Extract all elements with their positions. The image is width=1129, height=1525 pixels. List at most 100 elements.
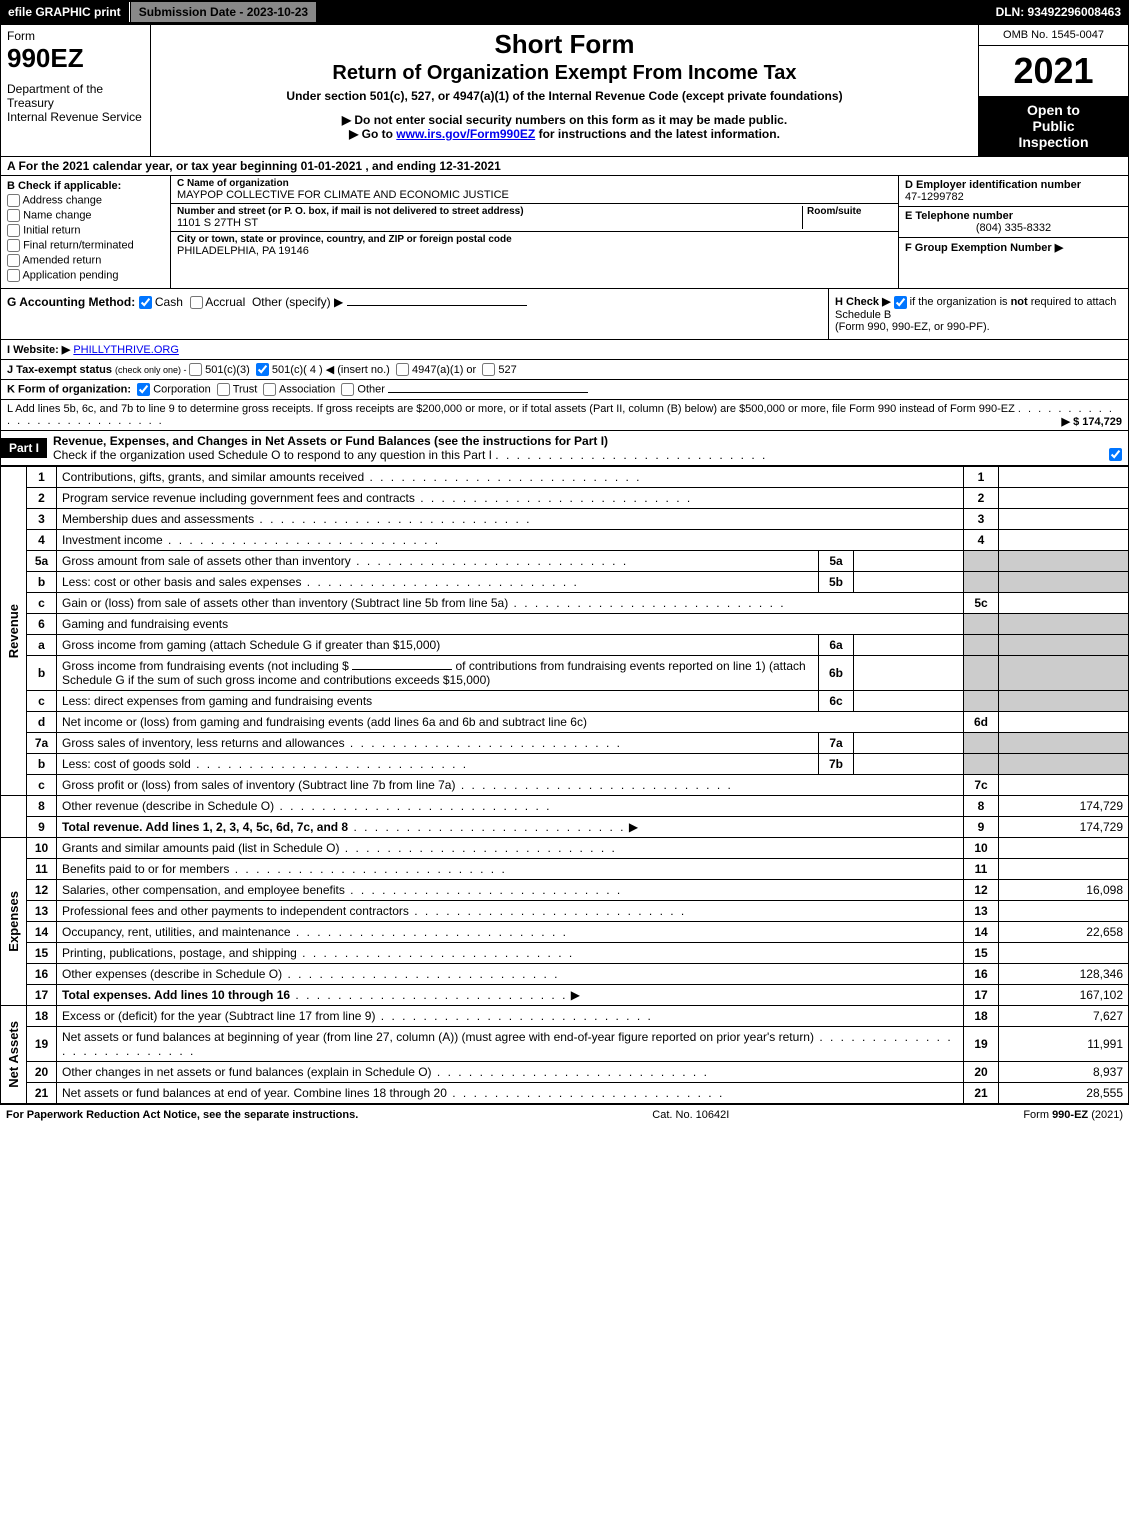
chk-pending[interactable]: Application pending — [7, 269, 164, 282]
val-16: 128,346 — [999, 964, 1129, 985]
dln: DLN: 93492296008463 — [988, 2, 1129, 22]
col-c-org-info: C Name of organization MAYPOP COLLECTIVE… — [171, 176, 898, 288]
chk-corp[interactable] — [137, 383, 150, 396]
row-i: I Website: ▶ PHILLYTHRIVE.ORG — [0, 340, 1129, 360]
chk-accrual[interactable] — [190, 296, 203, 309]
org-name: MAYPOP COLLECTIVE FOR CLIMATE AND ECONOM… — [177, 189, 892, 201]
irs-label: Internal Revenue Service — [7, 110, 144, 124]
addr-label: Number and street (or P. O. box, if mail… — [177, 206, 802, 217]
part1-table: Revenue 1 Contributions, gifts, grants, … — [0, 466, 1129, 1104]
chk-4947[interactable] — [396, 363, 409, 376]
val-13 — [999, 901, 1129, 922]
val-20: 8,937 — [999, 1062, 1129, 1083]
val-6a — [854, 635, 964, 656]
val-14: 22,658 — [999, 922, 1129, 943]
phone-label: E Telephone number — [905, 210, 1122, 222]
val-6d — [999, 712, 1129, 733]
chk-527[interactable] — [482, 363, 495, 376]
val-15 — [999, 943, 1129, 964]
chk-assoc[interactable] — [263, 383, 276, 396]
footer-catno: Cat. No. 10642I — [358, 1109, 1023, 1121]
val-11 — [999, 859, 1129, 880]
efile-label: efile GRAPHIC print — [0, 2, 130, 22]
val-5a — [854, 551, 964, 572]
val-21: 28,555 — [999, 1083, 1129, 1104]
org-name-label: C Name of organization — [177, 178, 892, 189]
val-10 — [999, 838, 1129, 859]
omb-number: OMB No. 1545-0047 — [979, 25, 1128, 46]
val-6c — [854, 691, 964, 712]
form-word: Form — [7, 29, 144, 43]
chk-cash[interactable] — [139, 296, 152, 309]
val-19: 11,991 — [999, 1027, 1129, 1062]
expenses-label: Expenses — [6, 891, 21, 952]
col-de: D Employer identification number 47-1299… — [898, 176, 1128, 288]
col-b-checkboxes: B Check if applicable: Address change Na… — [1, 176, 171, 288]
val-4 — [999, 530, 1129, 551]
group-exempt-label: F Group Exemption Number ▶ — [905, 242, 1063, 254]
title-return: Return of Organization Exempt From Incom… — [159, 62, 970, 85]
val-17: 167,102 — [999, 985, 1129, 1006]
phone: (804) 335-8332 — [905, 222, 1122, 234]
val-12: 16,098 — [999, 880, 1129, 901]
header-left: Form 990EZ Department of the Treasury In… — [1, 25, 151, 156]
form-number: 990EZ — [7, 43, 144, 74]
chk-amended[interactable]: Amended return — [7, 254, 164, 267]
val-5c — [999, 593, 1129, 614]
goto-note: ▶ Go to www.irs.gov/Form990EZ for instru… — [159, 127, 970, 141]
val-8: 174,729 — [999, 796, 1129, 817]
gross-receipts: ▶ $ 174,729 — [1062, 415, 1122, 428]
val-5b — [854, 572, 964, 593]
row-k: K Form of organization: Corporation Trus… — [0, 380, 1129, 400]
row-h: H Check ▶ if the organization is not req… — [828, 289, 1128, 339]
city: PHILADELPHIA, PA 19146 — [177, 245, 892, 257]
revenue-label: Revenue — [6, 604, 21, 658]
col-b-heading: B Check if applicable: — [7, 180, 164, 192]
chk-name-change[interactable]: Name change — [7, 209, 164, 222]
chk-schedule-o[interactable] — [1109, 448, 1122, 461]
row-a-tax-year: A For the 2021 calendar year, or tax yea… — [0, 157, 1129, 176]
form-header: Form 990EZ Department of the Treasury In… — [0, 24, 1129, 157]
title-short-form: Short Form — [159, 29, 970, 60]
chk-schedule-b[interactable] — [894, 296, 907, 309]
website-link[interactable]: PHILLYTHRIVE.ORG — [73, 344, 179, 356]
chk-other-org[interactable] — [341, 383, 354, 396]
chk-501c[interactable] — [256, 363, 269, 376]
row-j: J Tax-exempt status (check only one) - 5… — [0, 360, 1129, 381]
val-1 — [999, 467, 1129, 488]
top-bar: efile GRAPHIC print Submission Date - 20… — [0, 0, 1129, 24]
val-2 — [999, 488, 1129, 509]
ein: 47-1299782 — [905, 191, 1122, 203]
open-to-public: Open to Public Inspection — [979, 96, 1128, 156]
chk-501c3[interactable] — [189, 363, 202, 376]
tax-year: 2021 — [979, 46, 1128, 96]
val-6b — [854, 656, 964, 691]
row-g: G Accounting Method: Cash Accrual Other … — [1, 289, 828, 339]
room-label: Room/suite — [807, 206, 892, 217]
subtitle: Under section 501(c), 527, or 4947(a)(1)… — [159, 89, 970, 103]
val-7c — [999, 775, 1129, 796]
row-l: L Add lines 5b, 6c, and 7b to line 9 to … — [0, 400, 1129, 431]
chk-initial-return[interactable]: Initial return — [7, 224, 164, 237]
part1-title: Revenue, Expenses, and Changes in Net As… — [53, 434, 608, 448]
part1-header-row: Part I Revenue, Expenses, and Changes in… — [0, 431, 1129, 466]
val-18: 7,627 — [999, 1006, 1129, 1027]
addr: 1101 S 27TH ST — [177, 217, 802, 229]
val-7a — [854, 733, 964, 754]
irs-link[interactable]: www.irs.gov/Form990EZ — [396, 127, 535, 141]
city-label: City or town, state or province, country… — [177, 234, 892, 245]
val-7b — [854, 754, 964, 775]
header-center: Short Form Return of Organization Exempt… — [151, 25, 978, 156]
ssn-note: ▶ Do not enter social security numbers o… — [159, 113, 970, 127]
submission-date: Submission Date - 2023-10-23 — [130, 1, 317, 23]
info-grid: B Check if applicable: Address change Na… — [0, 176, 1129, 289]
chk-final-return[interactable]: Final return/terminated — [7, 239, 164, 252]
header-right: OMB No. 1545-0047 2021 Open to Public In… — [978, 25, 1128, 156]
part1-label: Part I — [1, 438, 47, 458]
chk-address-change[interactable]: Address change — [7, 194, 164, 207]
chk-trust[interactable] — [217, 383, 230, 396]
dept-treasury: Department of the Treasury — [7, 82, 144, 110]
page-footer: For Paperwork Reduction Act Notice, see … — [0, 1104, 1129, 1125]
val-3 — [999, 509, 1129, 530]
val-9: 174,729 — [999, 817, 1129, 838]
